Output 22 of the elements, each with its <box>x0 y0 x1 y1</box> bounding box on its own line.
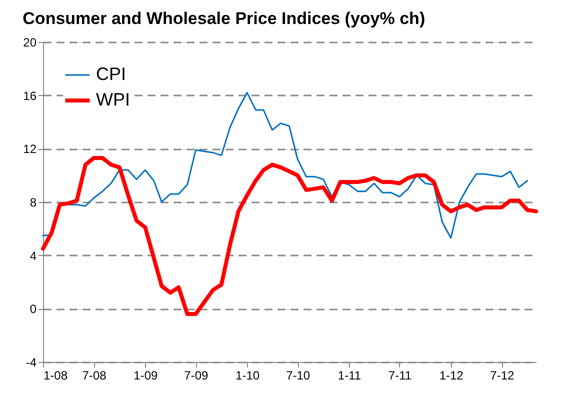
chart-title: Consumer and Wholesale Price Indices (yoy% ch) <box>22 9 426 28</box>
line-series <box>42 92 528 239</box>
y-tick-label: 0 <box>30 302 37 316</box>
y-tick-label: -4 <box>26 356 37 370</box>
x-tick-label: 1-09 <box>134 368 158 382</box>
legend-label: CPI <box>96 64 126 84</box>
x-tick-label: 1-08 <box>44 368 68 382</box>
legend-label: WPI <box>96 90 130 110</box>
x-tick-label: 7-12 <box>490 368 514 382</box>
line-series <box>41 156 538 316</box>
y-tick-label: 4 <box>30 248 37 263</box>
y-tick-label: 8 <box>30 196 37 210</box>
x-tick-label: 1-11 <box>338 368 362 382</box>
y-tick-label: 16 <box>23 88 37 103</box>
y-tick-label: 12 <box>23 142 37 156</box>
x-tick-label: 7-09 <box>184 368 209 382</box>
x-tick-label: 7-10 <box>286 368 310 382</box>
x-tick-label: 1-12 <box>439 368 464 382</box>
x-tick-label: 7-11 <box>388 368 412 382</box>
x-tick-label: 1-10 <box>236 368 260 382</box>
y-tick-label: 20 <box>23 36 37 50</box>
x-tick-label: 7-08 <box>82 368 107 382</box>
